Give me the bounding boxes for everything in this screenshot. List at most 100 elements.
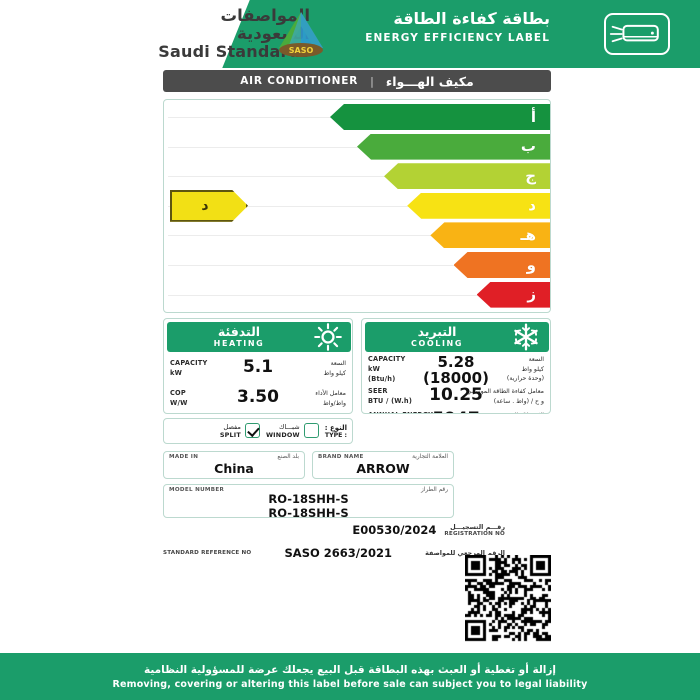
left-margin (0, 68, 155, 653)
row-label-english: SEER BTU / (W.h) (368, 387, 413, 405)
standard-label-arabic: الرقم المرجعي للمواصفة (425, 549, 505, 557)
scale-gridline (168, 205, 546, 207)
row-value: 10.25 (429, 385, 483, 405)
rating-bar-letter: د (528, 196, 536, 215)
rating-bar-arrow: د (407, 192, 550, 219)
selected-rating-marker: د (170, 190, 248, 222)
row-label-arabic: الاستهلاك السنويللطاقةكيلو واط . ساعة (499, 411, 544, 413)
type-label-english: TYPE : (324, 431, 347, 439)
air-conditioner-icon (604, 13, 670, 55)
model-number-box: MODEL NUMBER رقم الطراز RO-18SHH-S RO-18… (163, 484, 454, 520)
performance-panels: التدفئة HEATING (163, 318, 551, 414)
right-margin (559, 68, 700, 653)
scale-gridline (168, 294, 546, 296)
cooling-title-arabic: التبريد (417, 323, 457, 339)
rating-bar-4: د (407, 192, 550, 219)
qr-code[interactable] (465, 555, 551, 643)
model-value: RO-18SHH-S RO-18SHH-S (164, 492, 453, 520)
product-type-english: AIR CONDITIONER (240, 75, 359, 87)
rating-bar-arrow: ب (357, 133, 550, 160)
window-label-english: WINDOW (265, 431, 300, 440)
footer-warning-english: Removing, covering or altering this labe… (112, 678, 588, 690)
product-type-divider: | (370, 74, 374, 88)
brand-label-english: BRAND NAME (318, 454, 364, 460)
row-label-arabic: معامل الأداء واط/واط (315, 390, 346, 407)
rating-bar-7: ز (476, 281, 550, 308)
standard-reference-row: STANDARD REFERENCE NO SASO 2663/2021 الر… (163, 546, 505, 560)
cooling-title-english: COOLING (410, 338, 463, 348)
label-title-english: ENERGY EFFICIENCY LABEL (365, 32, 550, 44)
rating-bar-letter: أ (530, 107, 536, 126)
made-in-box: MADE IN بلد الصنع China (163, 451, 305, 479)
label-header: المواصفات السعودية Saudi Standards SASO … (0, 0, 700, 68)
registration-label-english: REGISTRATION NO (444, 531, 505, 537)
window-checkbox[interactable] (303, 423, 319, 439)
rating-bar-arrow: و (453, 252, 550, 278)
rating-bar-5: هـ (430, 222, 550, 249)
rating-bar-6: و (453, 252, 550, 278)
row-label-english: CAPACITY kW (170, 359, 208, 377)
rating-bar-letter: هـ (520, 225, 536, 244)
type-option-split[interactable]: مفصل SPLIT (220, 423, 260, 439)
header-green-band (270, 0, 700, 68)
label-footer: إزالة أو تغطية أو العبث بهذه البطاقة قبل… (0, 653, 700, 700)
type-option-window[interactable]: شبـــاك WINDOW (266, 423, 319, 439)
rating-bar-arrow: أ (329, 104, 550, 130)
snowflake-icon (505, 319, 547, 355)
rating-bar-arrow: هـ (430, 222, 550, 249)
split-label-arabic: مفصل (223, 422, 241, 431)
sun-icon (307, 319, 349, 355)
heating-row-2: COP W/W معامل الأداء واط/واط 3.50 (168, 387, 348, 413)
scale-gridline (168, 265, 546, 266)
scale-gridline (168, 235, 546, 237)
heating-row-1: CAPACITY kW السعة كيلو واط 5.1 (168, 357, 348, 385)
brand-name-box: BRAND NAME العلامة التجارية ARROW (312, 451, 454, 479)
rating-bar-letter: ز (527, 285, 536, 304)
selected-rating-letter: د (201, 197, 209, 214)
saso-english-name: Saudi Standards (158, 41, 310, 61)
standard-label-english: STANDARD REFERENCE NO (163, 550, 252, 556)
made-in-label-arabic: بلد الصنع (277, 454, 299, 460)
heating-title-arabic: التدفئة (217, 323, 261, 339)
split-checkbox[interactable] (244, 423, 260, 439)
saso-logo-icon: SASO (276, 10, 326, 58)
model-value-line1: RO-18SHH-S (268, 492, 349, 506)
registration-value: E00530/2024 (352, 523, 437, 537)
rating-bar-letter: ب (520, 137, 536, 156)
split-label-english: SPLIT (219, 431, 241, 440)
scale-gridline (168, 146, 546, 148)
brand-label-arabic: العلامة التجارية (412, 454, 448, 460)
label-body: AIR CONDITIONER | مكيف الهـــواء أ ب ج د هـ و… (155, 68, 559, 653)
label-title-arabic: بطاقة كفاءة الطاقة (393, 9, 550, 28)
cooling-panel: التبريد COOLING (361, 318, 551, 414)
row-label-arabic: السعة كيلو واط (وحدة حرارية) (506, 356, 544, 383)
window-label-arabic: شبـــاك (278, 422, 300, 431)
ac-type-selector[interactable]: النوع : TYPE : شبـــاك WINDOW مفصل SPLIT (163, 418, 353, 444)
registration-row: رقـــم التسجيـــل REGISTRATION NO E00530… (305, 523, 505, 537)
rating-bar-arrow: ج (384, 163, 550, 190)
made-in-value: China (214, 461, 254, 476)
row-label-english: CAPACITY kW (Btu/h) (368, 355, 406, 383)
row-value: 5.1 (242, 357, 274, 377)
brand-value: ARROW (356, 461, 410, 476)
registration-label-arabic: رقـــم التسجيـــل (450, 523, 505, 531)
row-label-english: ANNUAL ENERGYCONSUMPTIONkWh (368, 411, 433, 413)
rating-bar-arrow: ز (476, 281, 550, 308)
heating-header: التدفئة HEATING (167, 322, 351, 352)
type-label: النوع : TYPE : (325, 424, 347, 439)
model-value-line2: RO-18SHH-S (268, 505, 349, 520)
rating-bar-3: ج (384, 163, 550, 190)
svg-text:SASO: SASO (289, 46, 314, 55)
row-value: 5947 (366, 410, 546, 413)
row-label-arabic: السعة كيلو واط (323, 360, 346, 377)
row-label-english: COP W/W (170, 389, 188, 407)
row-label-arabic: معامل كفاءة الطاقة الموسمي و ح / (واط . س… (466, 388, 544, 405)
cooling-row-1: CAPACITY kW (Btu/h) السعة كيلو واط (وحدة حرار… (366, 354, 546, 385)
rating-bar-1: أ (329, 104, 550, 130)
cooling-row-3: ANNUAL ENERGYCONSUMPTIONkWh الاستهلاك الس… (366, 410, 546, 413)
heating-title-english: HEATING (213, 338, 265, 348)
row-value: 3.50 (237, 387, 279, 407)
rating-bar-letter: ج (525, 166, 536, 185)
heating-panel: التدفئة HEATING (163, 318, 353, 414)
row-value: 5.28 (18000) (423, 353, 489, 387)
